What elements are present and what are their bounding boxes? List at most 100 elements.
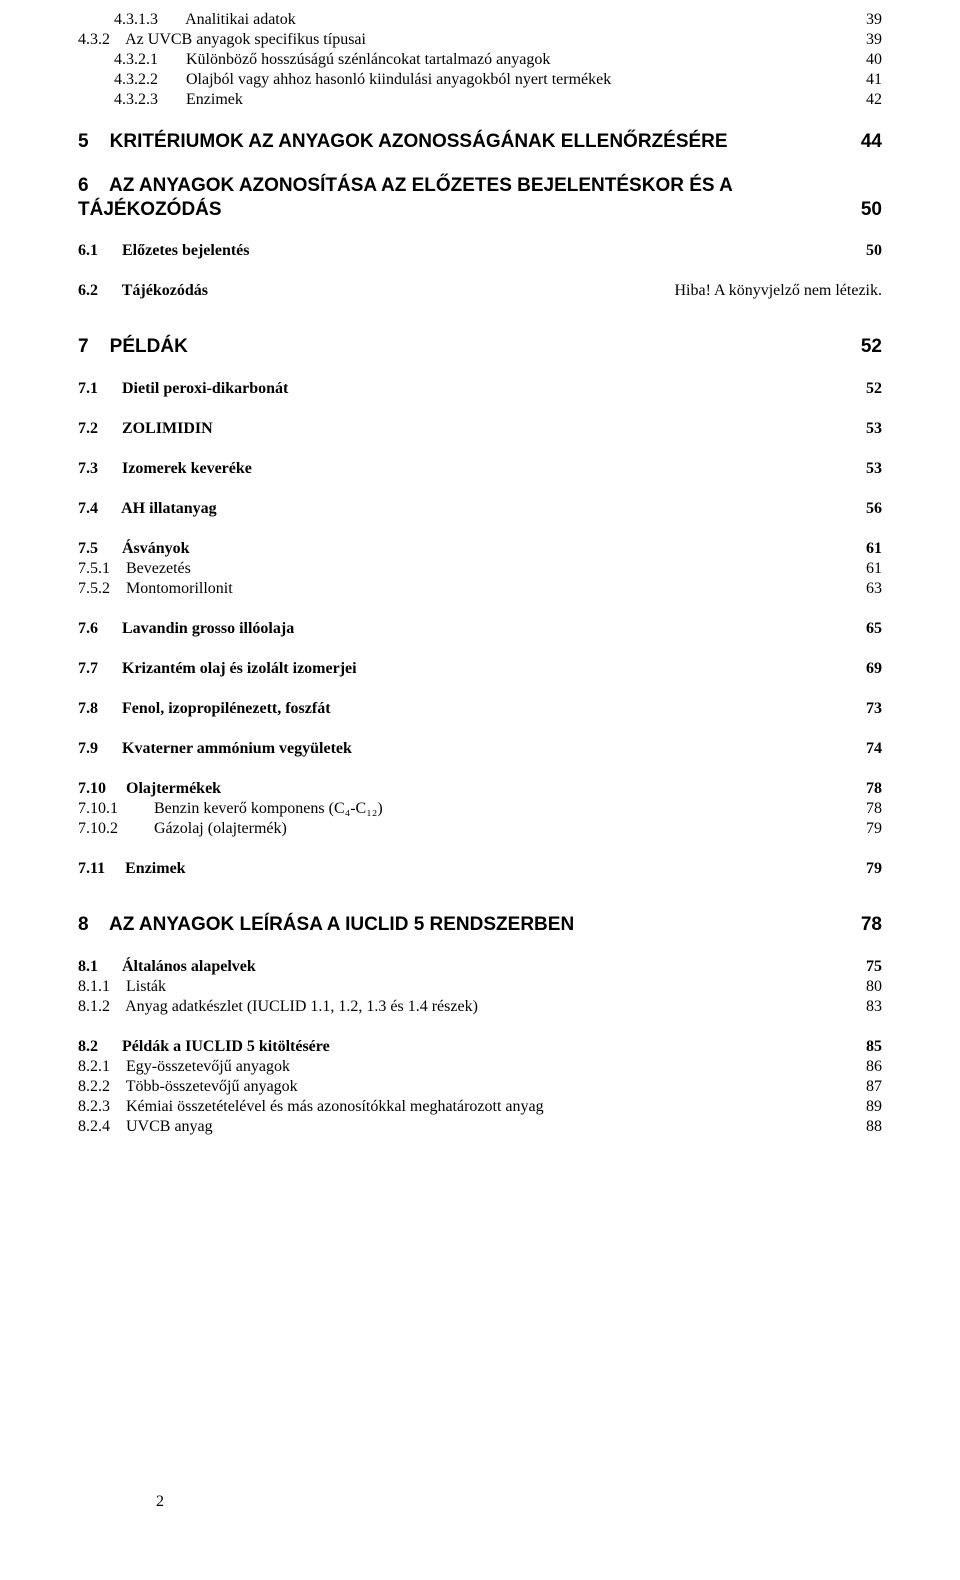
toc-entry: 7.5.2 Montomorillonit63 bbox=[78, 579, 882, 599]
spacer bbox=[78, 399, 882, 419]
toc-entry: 4.3.2 Az UVCB anyagok specifikus típusai… bbox=[78, 30, 882, 50]
spacer bbox=[78, 879, 882, 913]
toc-entry-page: 79 bbox=[842, 859, 882, 879]
toc-entry-label: 4.3.2.2 Olajból vagy ahhoz hasonló kiind… bbox=[114, 70, 842, 90]
toc-entry-label: 6.1 Előzetes bejelentés bbox=[78, 241, 842, 261]
toc-entry: 7.11 Enzimek79 bbox=[78, 859, 882, 879]
toc-entry: 7.10.1 Benzin keverő komponens (C₄-C₁₂)7… bbox=[78, 799, 882, 819]
toc-entry-label: 7.7 Krizantém olaj és izolált izomerjei bbox=[78, 659, 842, 679]
toc-entry: 8.2.4 UVCB anyag88 bbox=[78, 1117, 882, 1137]
toc-entry-page: 65 bbox=[842, 619, 882, 639]
toc-entry: 8.1.2 Anyag adatkészlet (IUCLID 1.1, 1.2… bbox=[78, 997, 882, 1017]
toc-entry-label: 7.11 Enzimek bbox=[78, 859, 842, 879]
toc-entry-page: 39 bbox=[842, 30, 882, 50]
toc-entry-page: 56 bbox=[842, 499, 882, 519]
spacer bbox=[78, 479, 882, 499]
toc-entry-page: 42 bbox=[842, 90, 882, 110]
spacer bbox=[78, 937, 882, 957]
toc-entry-page: 86 bbox=[842, 1057, 882, 1077]
page-number: 2 bbox=[156, 1492, 164, 1512]
toc-entry: 4.3.2.1 Különböző hosszúságú szénláncoka… bbox=[78, 50, 882, 70]
toc-entry: TÁJÉKOZÓDÁS50 bbox=[78, 198, 882, 222]
table-of-contents: 4.3.1.3 Analitikai adatok394.3.2 Az UVCB… bbox=[78, 10, 882, 1137]
toc-entry-label: 7.5.1 Bevezetés bbox=[78, 559, 842, 579]
toc-entry-page: 53 bbox=[842, 419, 882, 439]
toc-entry-page: 73 bbox=[842, 699, 882, 719]
spacer bbox=[78, 154, 882, 174]
spacer bbox=[78, 301, 882, 335]
toc-entry-page: 88 bbox=[842, 1117, 882, 1137]
spacer bbox=[78, 759, 882, 779]
toc-entry: 8.1.1 Listák80 bbox=[78, 977, 882, 997]
toc-entry: 7.5.1 Bevezetés61 bbox=[78, 559, 882, 579]
toc-entry-label: 8.2.1 Egy-összetevőjű anyagok bbox=[78, 1057, 842, 1077]
toc-entry-page: 69 bbox=[842, 659, 882, 679]
toc-entry-label: 8.1 Általános alapelvek bbox=[78, 957, 842, 977]
toc-entry-page: 41 bbox=[842, 70, 882, 90]
toc-entry: 4.3.2.3 Enzimek42 bbox=[78, 90, 882, 110]
spacer bbox=[78, 679, 882, 699]
spacer bbox=[78, 519, 882, 539]
toc-entry-page: 78 bbox=[842, 913, 882, 937]
toc-entry-page: 44 bbox=[842, 130, 882, 154]
toc-entry-page: 89 bbox=[842, 1097, 882, 1117]
toc-entry-label: 4.3.2.1 Különböző hosszúságú szénláncoka… bbox=[114, 50, 842, 70]
spacer bbox=[78, 599, 882, 619]
toc-entry: 7 PÉLDÁK52 bbox=[78, 335, 882, 359]
toc-entry-page: 61 bbox=[842, 539, 882, 559]
toc-entry-page: 74 bbox=[842, 739, 882, 759]
spacer bbox=[78, 261, 882, 281]
toc-entry: 7.1 Dietil peroxi-dikarbonát52 bbox=[78, 379, 882, 399]
toc-entry-label: 7 PÉLDÁK bbox=[78, 335, 842, 359]
toc-entry: 8.2.2 Több-összetevőjű anyagok87 bbox=[78, 1077, 882, 1097]
toc-entry-page: 87 bbox=[842, 1077, 882, 1097]
toc-entry-label: 7.10.1 Benzin keverő komponens (C₄-C₁₂) bbox=[78, 799, 842, 819]
spacer bbox=[78, 639, 882, 659]
spacer bbox=[78, 221, 882, 241]
toc-entry-page: 53 bbox=[842, 459, 882, 479]
toc-entry: 8.2 Példák a IUCLID 5 kitöltésére85 bbox=[78, 1037, 882, 1057]
toc-entry-label: 7.10 Olajtermékek bbox=[78, 779, 842, 799]
toc-entry-page: 52 bbox=[842, 379, 882, 399]
toc-entry-page: 78 bbox=[842, 779, 882, 799]
toc-entry-label: TÁJÉKOZÓDÁS bbox=[78, 198, 842, 222]
toc-entry-label: 7.9 Kvaterner ammónium vegyületek bbox=[78, 739, 842, 759]
toc-entry-page: 83 bbox=[842, 997, 882, 1017]
toc-entry-page: 50 bbox=[842, 241, 882, 261]
toc-entry-label: 7.4 AH illatanyag bbox=[78, 499, 842, 519]
toc-entry-label: 4.3.2.3 Enzimek bbox=[114, 90, 842, 110]
toc-entry: 8.2.1 Egy-összetevőjű anyagok86 bbox=[78, 1057, 882, 1077]
toc-entry-page: 61 bbox=[842, 559, 882, 579]
toc-entry-label: 4.3.2 Az UVCB anyagok specifikus típusai bbox=[78, 30, 842, 50]
toc-entry-label: 7.5.2 Montomorillonit bbox=[78, 579, 842, 599]
toc-entry: 7.8 Fenol, izopropilénezett, foszfát73 bbox=[78, 699, 882, 719]
toc-entry-label: 8.2.4 UVCB anyag bbox=[78, 1117, 842, 1137]
toc-entry: 7.5 Ásványok61 bbox=[78, 539, 882, 559]
toc-entry: 7.7 Krizantém olaj és izolált izomerjei6… bbox=[78, 659, 882, 679]
toc-entry: 7.10 Olajtermékek78 bbox=[78, 779, 882, 799]
toc-entry-page: Hiba! A könyvjelző nem létezik. bbox=[659, 281, 883, 301]
toc-entry-label: 7.2 ZOLIMIDIN bbox=[78, 419, 842, 439]
toc-entry-label: 7.6 Lavandin grosso illóolaja bbox=[78, 619, 842, 639]
toc-entry: 7.6 Lavandin grosso illóolaja65 bbox=[78, 619, 882, 639]
toc-entry-page: 75 bbox=[842, 957, 882, 977]
toc-entry: 4.3.2.2 Olajból vagy ahhoz hasonló kiind… bbox=[78, 70, 882, 90]
toc-entry: 8.2.3 Kémiai összetételével és más azono… bbox=[78, 1097, 882, 1117]
toc-entry: 7.10.2 Gázolaj (olajtermék)79 bbox=[78, 819, 882, 839]
spacer bbox=[78, 110, 882, 130]
toc-entry-page: 78 bbox=[842, 799, 882, 819]
toc-entry-page: 80 bbox=[842, 977, 882, 997]
toc-entry-label: 8 AZ ANYAGOK LEÍRÁSA A IUCLID 5 RENDSZER… bbox=[78, 913, 842, 937]
toc-entry: 4.3.1.3 Analitikai adatok39 bbox=[78, 10, 882, 30]
toc-entry: 6.1 Előzetes bejelentés50 bbox=[78, 241, 882, 261]
toc-entry-label: 7.5 Ásványok bbox=[78, 539, 842, 559]
spacer bbox=[78, 839, 882, 859]
toc-entry: 5 KRITÉRIUMOK AZ ANYAGOK AZONOSSÁGÁNAK E… bbox=[78, 130, 882, 154]
toc-entry-label: 8.2.2 Több-összetevőjű anyagok bbox=[78, 1077, 842, 1097]
toc-entry: 7.2 ZOLIMIDIN53 bbox=[78, 419, 882, 439]
toc-entry-page: 39 bbox=[842, 10, 882, 30]
toc-entry: 7.4 AH illatanyag56 bbox=[78, 499, 882, 519]
toc-entry: 6 AZ ANYAGOK AZONOSÍTÁSA AZ ELŐZETES BEJ… bbox=[78, 174, 882, 198]
spacer bbox=[78, 1017, 882, 1037]
spacer bbox=[78, 439, 882, 459]
